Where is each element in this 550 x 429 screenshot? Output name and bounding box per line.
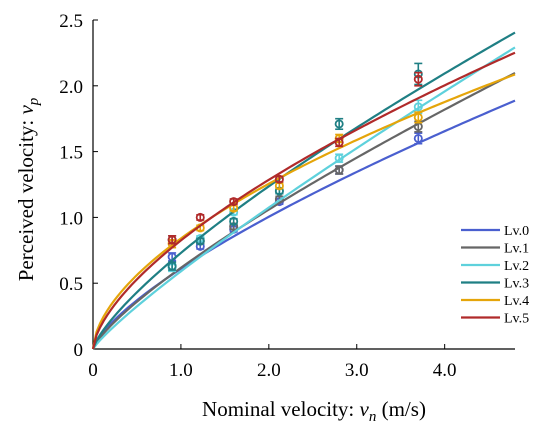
x-axis-label-sub: n	[369, 409, 377, 425]
data-point	[229, 197, 239, 207]
series-curve	[92, 46, 516, 350]
series-curve	[92, 72, 516, 350]
y-axis-label-sub: p	[26, 97, 42, 106]
y-axis-label-text: Perceived velocity:	[14, 115, 38, 282]
y-tick-label: 1.0	[59, 208, 83, 229]
legend-item: Lv.2	[461, 259, 529, 274]
legend-label: Lv.0	[504, 224, 529, 239]
y-tick-label: 1.5	[59, 143, 83, 164]
x-axis-label-var: v	[360, 397, 370, 421]
series-lv0	[91, 99, 516, 350]
series-curve	[91, 31, 516, 350]
data-point	[334, 165, 344, 175]
data-point	[167, 235, 177, 245]
legend-item: Lv.5	[461, 312, 529, 327]
series-curve	[91, 99, 516, 350]
series-layer	[91, 31, 516, 350]
y-ticks: 0 0.5 1.0 1.5 2.0 2.5	[59, 11, 98, 361]
y-tick-label: 0.5	[59, 274, 83, 295]
legend-label: Lv.3	[504, 277, 529, 292]
legend-item: Lv.3	[461, 277, 529, 292]
data-point	[334, 119, 344, 129]
data-point	[229, 216, 239, 226]
data-point	[413, 74, 423, 84]
data-point	[195, 212, 205, 222]
series-lv3	[91, 31, 516, 350]
y-tick-label: 2.0	[59, 77, 83, 98]
y-tick-label: 2.5	[59, 11, 83, 32]
series-curve	[91, 51, 516, 350]
legend-item: Lv.0	[461, 224, 529, 239]
legend-label: Lv.5	[504, 312, 529, 327]
x-ticks: 0 1.0 2.0 3.0 4.0	[88, 344, 457, 381]
x-tick-label: 2.0	[257, 360, 281, 381]
data-point	[195, 236, 205, 246]
x-axis-label: Nominal velocity: vn (m/s)	[202, 397, 426, 425]
series-lv5	[91, 51, 516, 350]
x-tick-label: 3.0	[345, 360, 369, 381]
data-point	[167, 261, 177, 271]
series-lv4	[91, 73, 516, 350]
x-axis-label-unit: (m/s)	[376, 397, 426, 421]
legend: Lv.0 Lv.1 Lv.2 Lv.3 Lv.4 Lv.5	[461, 224, 529, 327]
x-tick-label: 4.0	[433, 360, 457, 381]
series-curve	[91, 73, 516, 350]
data-point	[334, 153, 344, 163]
y-tick-label: 0	[74, 340, 84, 361]
legend-item: Lv.4	[461, 294, 529, 309]
x-tick-label: 0	[88, 360, 98, 381]
data-point	[413, 112, 423, 122]
y-axis-label: Perceived velocity: vp	[14, 97, 42, 281]
x-tick-label: 1.0	[169, 360, 193, 381]
data-point	[334, 137, 344, 147]
data-point	[274, 174, 284, 184]
legend-item: Lv.1	[461, 242, 529, 257]
legend-label: Lv.1	[504, 242, 529, 257]
data-point	[413, 102, 423, 112]
data-point	[413, 133, 423, 143]
legend-label: Lv.4	[504, 294, 529, 309]
series-lv1	[92, 72, 516, 350]
x-axis-label-text: Nominal velocity:	[202, 397, 359, 421]
y-axis-label-var: v	[14, 105, 38, 115]
legend-label: Lv.2	[504, 259, 529, 274]
